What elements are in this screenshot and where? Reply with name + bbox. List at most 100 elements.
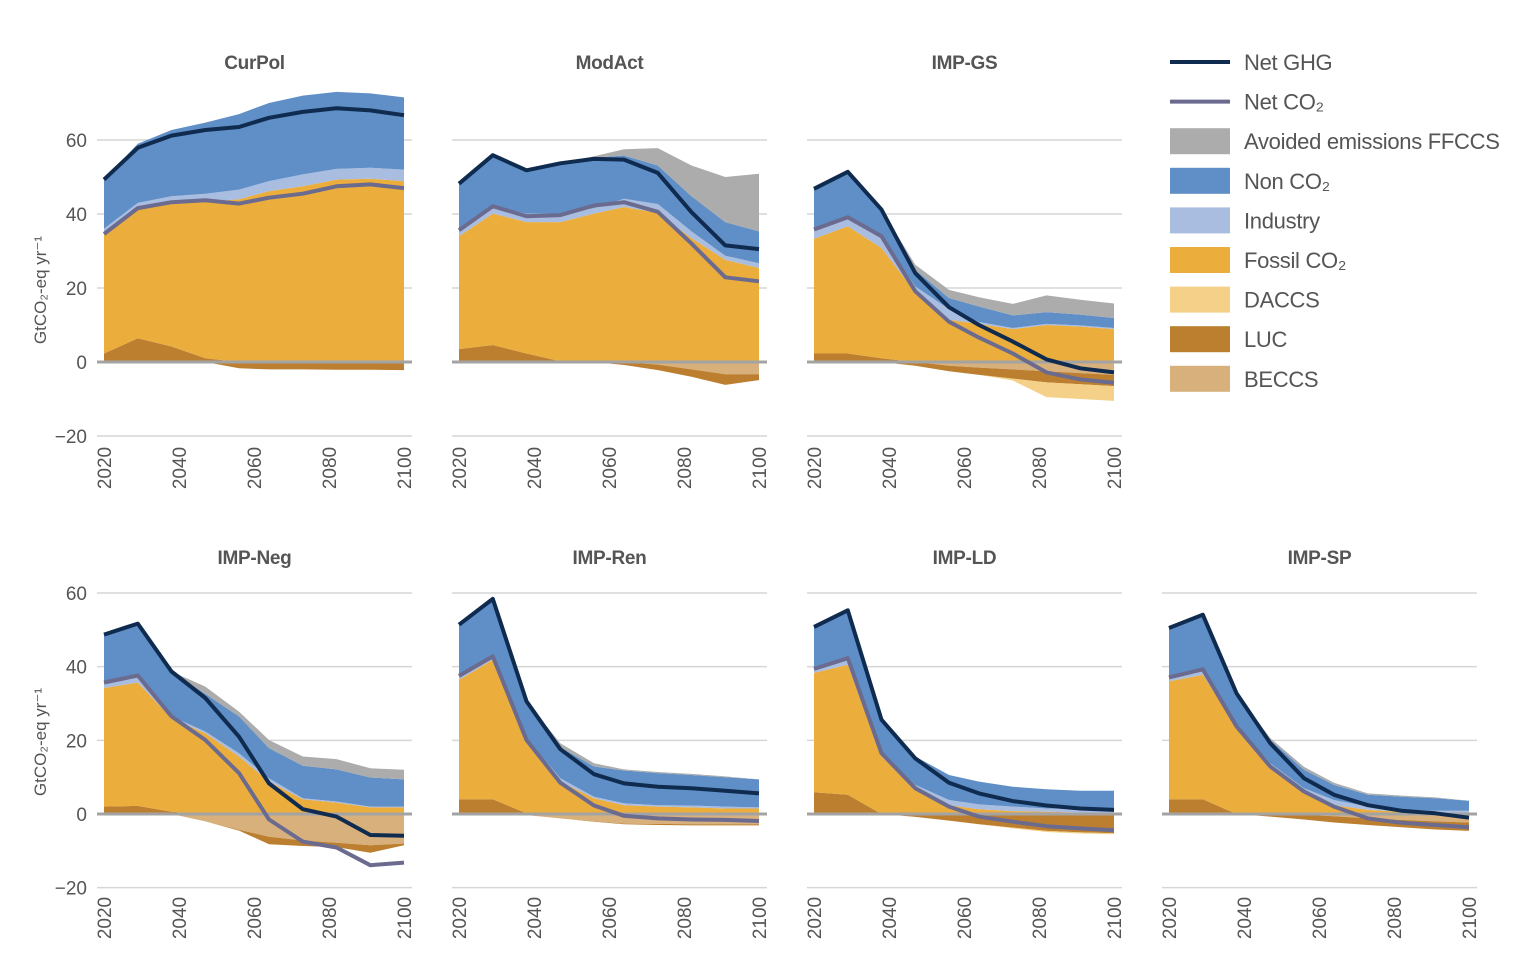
x-tick-label: 2060 — [600, 897, 621, 939]
area-industry — [104, 167, 404, 235]
legend-item: DACCS — [1170, 286, 1320, 313]
panel-title: IMP-LD — [933, 548, 997, 569]
y-tick-label: 0 — [76, 805, 87, 826]
legend-swatch — [1170, 207, 1230, 234]
line-net-ghg — [457, 596, 760, 796]
x-tick-label: 2100 — [750, 447, 771, 489]
x-tick-label: 2040 — [880, 447, 901, 489]
x-tick-label: 2060 — [245, 897, 266, 939]
panel-imp-gs: IMP-GS 2020 2040 2060 2080 2100 — [805, 53, 1126, 489]
line-net-co2 — [102, 182, 405, 236]
legend-item: Avoided emissions FFCCS — [1170, 128, 1500, 155]
legend-item: Net CO₂ — [1170, 90, 1324, 115]
panel-imp-ren: IMP-Ren 2020 2040 2060 2080 2100 — [450, 548, 771, 939]
legend-label: Non CO₂ — [1244, 169, 1330, 194]
area-luc-positive — [814, 792, 1114, 814]
legend-swatch — [1170, 326, 1230, 353]
y-tick-label: 40 — [66, 205, 87, 226]
legend-label: Fossil CO₂ — [1244, 248, 1346, 273]
legend-item: Industry — [1170, 207, 1320, 234]
area-fossil-co- — [459, 207, 759, 362]
line-net-co2 — [458, 654, 760, 823]
x-tick-label: 2080 — [675, 447, 696, 489]
x-tick-label: 2060 — [245, 447, 266, 489]
area-non-co- — [104, 91, 404, 229]
x-tick-label: 2100 — [395, 447, 416, 489]
area-fossil-co- — [1169, 674, 1469, 814]
legend-label: BECCS — [1244, 367, 1318, 392]
legend-label: DACCS — [1244, 288, 1320, 313]
area-fossil-co- — [104, 682, 404, 814]
x-tick-label: 2040 — [525, 447, 546, 489]
x-tick-label: 2080 — [1385, 897, 1406, 939]
legend-label: LUC — [1244, 327, 1288, 352]
line-net-co2 — [457, 200, 760, 284]
x-tick-label: 2020 — [805, 897, 826, 939]
line-net-co2 — [813, 215, 1115, 385]
area-luc-negative — [1169, 814, 1469, 831]
area-non-co- — [104, 623, 404, 807]
x-tick-label: 2020 — [95, 897, 116, 939]
area-luc-positive — [104, 338, 404, 362]
legend-swatch — [1170, 365, 1230, 392]
legend-label: Industry — [1244, 208, 1320, 233]
x-tick-label: 2040 — [880, 897, 901, 939]
x-tick-label: 2080 — [320, 897, 341, 939]
panel-imp-neg: IMP-Neg 60 40 20 0 −20 GtCO₂-eq yr⁻¹ 2020 2040 20… — [31, 548, 416, 939]
area-beccs — [104, 814, 404, 846]
line-net-ghg — [102, 106, 405, 182]
area-beccs — [814, 362, 1114, 375]
y-tick-label: 60 — [66, 584, 87, 605]
x-tick-label: 2100 — [750, 897, 771, 939]
area-luc-negative — [104, 814, 404, 853]
legend-label: Net GHG — [1244, 50, 1332, 75]
area-fossil-co- — [104, 178, 404, 362]
legend-swatch — [1170, 286, 1230, 313]
x-tick-label: 2040 — [1235, 897, 1256, 939]
y-tick-label: −20 — [55, 879, 87, 900]
panels: CurPol 60 40 20 0 −20 GtCO₂-eq yr⁻¹ 2020 2040 206… — [31, 53, 1481, 939]
x-tick-label: 2040 — [170, 897, 191, 939]
legend-swatch — [1170, 167, 1230, 194]
area-fossil-co- — [459, 659, 759, 814]
panel-imp-ld: IMP-LD 2020 2040 2060 2080 2100 — [805, 548, 1126, 939]
y-tick-label: 20 — [66, 279, 87, 300]
y-axis-label: GtCO₂-eq yr⁻¹ — [31, 236, 50, 344]
area-luc-negative — [459, 362, 759, 385]
x-tick-label: 2100 — [1105, 897, 1126, 939]
x-tick-label: 2080 — [320, 447, 341, 489]
panel-modact: ModAct 2020 2040 2060 2080 2100 — [450, 53, 771, 489]
x-tick-label: 2080 — [1030, 897, 1051, 939]
area-luc-positive — [814, 353, 1114, 362]
line-net-ghg — [813, 608, 1115, 812]
legend: Net GHG Net CO₂ Avoided emissions FFCCS Non… — [1170, 50, 1500, 392]
legend-label: Net CO₂ — [1244, 90, 1324, 115]
panel-imp-sp: IMP-SP 2020 2040 2060 2080 2100 — [1160, 548, 1481, 939]
legend-item: LUC — [1170, 326, 1288, 353]
x-tick-label: 2100 — [1105, 447, 1126, 489]
area-luc-negative — [814, 814, 1114, 834]
x-tick-label: 2060 — [955, 897, 976, 939]
legend-swatch — [1170, 128, 1230, 155]
x-tick-label: 2040 — [170, 447, 191, 489]
x-tick-label: 2020 — [450, 447, 471, 489]
legend-swatch — [1170, 247, 1230, 273]
panel-title: IMP-Neg — [218, 548, 292, 569]
area-non-co- — [459, 598, 759, 808]
legend-item: Net GHG — [1170, 50, 1333, 75]
y-tick-label: −20 — [55, 427, 87, 448]
panel-title: ModAct — [576, 53, 645, 74]
area-beccs — [1169, 814, 1469, 823]
line-net-co2 — [1168, 667, 1470, 830]
line-net-ghg — [457, 153, 760, 252]
line-net-ghg — [103, 621, 405, 838]
panel-title: IMP-GS — [932, 53, 998, 74]
legend-item: Non CO₂ — [1170, 167, 1330, 194]
area-fossil-co- — [814, 226, 1114, 362]
x-tick-label: 2060 — [955, 447, 976, 489]
legend-item: BECCS — [1170, 365, 1319, 392]
line-net-co2 — [813, 656, 1115, 833]
panel-title: CurPol — [224, 53, 284, 74]
x-tick-label: 2020 — [450, 897, 471, 939]
